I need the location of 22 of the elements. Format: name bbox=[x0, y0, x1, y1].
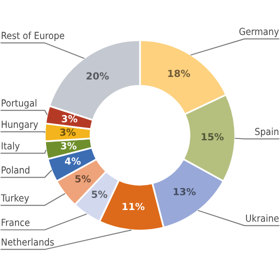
slice-label: Germany bbox=[239, 28, 279, 38]
data-label: 15% bbox=[202, 133, 224, 140]
data-label: 5% bbox=[92, 190, 108, 198]
slice-label: Hungary bbox=[2, 120, 38, 130]
data-label: 3% bbox=[60, 142, 76, 150]
data-label: 11% bbox=[122, 202, 145, 210]
data-label: 3% bbox=[62, 115, 78, 122]
slice-label: Poland bbox=[2, 166, 30, 174]
slice-label: Netherlands bbox=[2, 238, 54, 246]
slice-label: Rest of Europe bbox=[2, 32, 64, 42]
data-label: 4% bbox=[64, 157, 81, 165]
data-label: 18% bbox=[168, 70, 190, 78]
slice-label: Ukraine bbox=[246, 214, 279, 222]
data-label: 3% bbox=[60, 128, 76, 136]
slice-label: Spain bbox=[255, 128, 278, 138]
data-label: 5% bbox=[75, 175, 91, 182]
slice-label: Turkey bbox=[0, 194, 29, 204]
slice-label: France bbox=[2, 218, 30, 226]
data-label: 13% bbox=[174, 188, 196, 196]
slice-label: Italy bbox=[2, 142, 20, 152]
slice-label: Portugal bbox=[2, 99, 36, 109]
data-label: 20% bbox=[86, 72, 109, 80]
